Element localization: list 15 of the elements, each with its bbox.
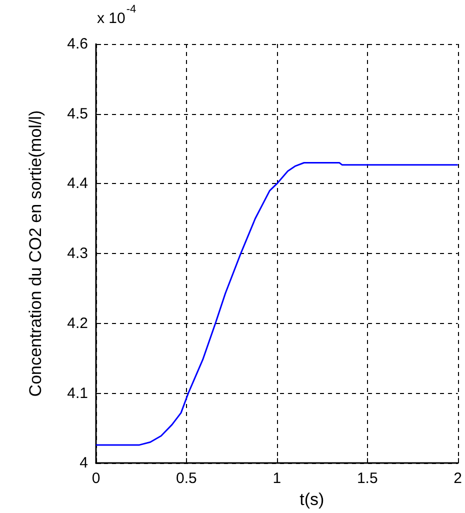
x-tick-label: 1.5	[356, 470, 378, 488]
line-series	[95, 162, 459, 446]
y-tick-label: 4.5	[67, 105, 88, 122]
x-axis-title: t(s)	[300, 490, 324, 509]
y-tick-label: 4	[80, 454, 88, 472]
y-tick-label: 4.3	[67, 245, 88, 262]
x-tick-label: 1	[272, 470, 282, 488]
y-tick-label: 4.6	[67, 36, 88, 52]
y-tick-label: 4.4	[67, 175, 88, 192]
x-tick-label: 2	[454, 470, 462, 488]
y-axis-title: Concentration du CO2 en sortie(mol/l)	[26, 110, 45, 397]
y-tick-label: 4.2	[67, 314, 88, 332]
x-tick-label: 0.5	[176, 470, 197, 488]
x-tick-label: 0	[92, 470, 100, 488]
y-tick-label: 4.1	[67, 384, 88, 402]
